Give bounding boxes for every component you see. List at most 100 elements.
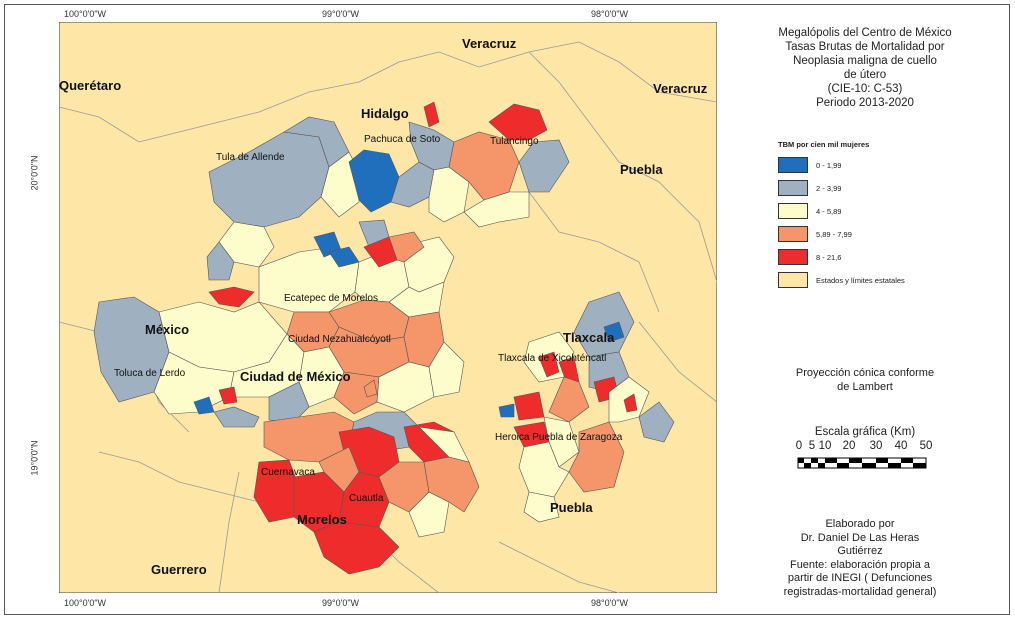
municipality — [463, 191, 530, 228]
legend-item: 2 - 3,99 — [778, 178, 988, 198]
coord-bottom-98w: 98°0'0"W — [591, 598, 629, 608]
city-labels: Tula de Allende Pachuca de Soto Tulancin… — [114, 134, 623, 504]
legend-item: 8 - 21,6 — [778, 247, 988, 267]
map-title: Megalópolis del Centro de México Tasas B… — [745, 26, 985, 110]
title-line: (CIE-10: C-53) — [827, 83, 903, 95]
credits-line: Elaborado por — [825, 518, 895, 530]
municipality — [548, 376, 590, 423]
municipality — [603, 321, 625, 343]
municipality — [623, 393, 638, 413]
municipality — [423, 101, 440, 128]
map-frame — [4, 4, 1010, 615]
legend-swatch — [778, 249, 808, 265]
credits-line: partir de INEGI ( Defunciones — [787, 572, 933, 584]
state-label-tlaxcala: Tlaxcala — [563, 330, 615, 345]
scale-tick: 30 — [869, 440, 883, 452]
scale-tick: 10 — [818, 440, 832, 452]
scale-tick: 50 — [919, 440, 933, 452]
state-boundaries — [59, 41, 717, 593]
municipality — [523, 491, 560, 523]
legend-label: Estados y límites estatales — [816, 275, 905, 285]
legend-heading: TBM por cien mil mujeres — [778, 140, 870, 149]
title-line: de útero — [843, 69, 887, 81]
title-line: Neoplasia maligna de cuello — [793, 55, 937, 67]
municipality — [638, 401, 675, 443]
city-label-tula: Tula de Allende — [216, 152, 285, 163]
municipality — [543, 416, 580, 468]
municipalities-morelos — [253, 411, 480, 575]
legend-item: 5,89 - 7,99 — [778, 224, 988, 244]
scale-ticks: 0 5 10 20 30 40 50 — [790, 440, 940, 454]
state-label-veracruz-north: Veracruz — [462, 36, 517, 51]
legend-label: 8 - 21,6 — [816, 252, 842, 262]
city-label-toluca: Toluca de Lerdo — [114, 368, 186, 379]
municipality — [418, 426, 470, 463]
legend-item: 0 - 1,99 — [778, 155, 988, 175]
coord-left-19n: 19°0'0"N — [29, 440, 40, 476]
scale-tick: 20 — [842, 440, 856, 452]
credits: Elaborado por Dr. Daniel De Las Heras Gu… — [760, 518, 960, 599]
municipality — [218, 386, 238, 405]
municipality — [333, 371, 380, 415]
scale-tick: 40 — [894, 440, 908, 452]
municipality — [568, 421, 625, 493]
municipality — [313, 521, 400, 575]
title-line: Megalópolis del Centro de México — [778, 27, 952, 39]
legend-label: 2 - 3,99 — [816, 183, 842, 193]
projection-note: Proyección cónica conforme de Lambert — [780, 366, 950, 394]
coord-bottom-100w: 100°0'0"W — [64, 598, 107, 608]
legend-swatch — [778, 272, 808, 288]
municipality — [428, 341, 465, 398]
projection-line: de Lambert — [837, 381, 893, 393]
title-line: Periodo 2013-2020 — [816, 97, 914, 109]
state-label-guerrero: Guerrero — [151, 562, 207, 577]
state-label-puebla-south: Puebla — [550, 500, 593, 515]
coord-top-98w: 98°0'0"W — [591, 9, 629, 19]
megalopolis-map: Querétaro Hidalgo Veracruz Veracruz Pueb… — [59, 22, 717, 593]
coord-bottom-99w: 99°0'0"W — [322, 598, 360, 608]
municipality — [388, 231, 425, 263]
credits-line: Gutiérrez — [837, 545, 883, 557]
municipality — [206, 241, 235, 281]
projection-line: Proyección cónica conforme — [795, 367, 935, 379]
scale-bar-graphic — [797, 457, 927, 469]
state-label-cdmx: Ciudad de México — [240, 369, 351, 384]
state-label-puebla-north: Puebla — [620, 162, 663, 177]
municipality — [488, 103, 548, 141]
legend: TBM por cien mil mujeres 0 - 1,99 2 - 3,… — [778, 140, 988, 293]
credits-line: registradas-mortalidad general) — [783, 585, 937, 598]
legend-label: 0 - 1,99 — [816, 160, 842, 170]
city-label-ecatepec: Ecatepec de Morelos — [284, 293, 378, 304]
municipality — [208, 286, 255, 308]
municipality — [408, 491, 450, 538]
coord-top-99w: 99°0'0"W — [322, 9, 360, 19]
state-label-mexico: México — [145, 322, 189, 337]
coord-left-20n: 20°0'0"N — [29, 155, 40, 191]
scale-tick: 0 — [795, 440, 803, 452]
municipalities-central — [93, 219, 465, 428]
city-label-cuautla: Cuautla — [349, 493, 384, 504]
municipality — [268, 381, 310, 423]
city-label-cuernavaca: Cuernavaca — [261, 467, 315, 478]
municipalities-east — [498, 291, 675, 523]
coord-top-100w: 100°0'0"W — [64, 9, 107, 19]
city-label-tulancingo: Tulancingo — [490, 136, 539, 147]
scale-bar: Escala gráfica (Km) 0 5 10 20 30 40 50 — [790, 426, 940, 477]
municipality — [423, 456, 480, 513]
legend-swatch — [778, 180, 808, 196]
municipality — [538, 351, 560, 378]
municipality — [498, 403, 515, 418]
city-label-tlaxcala: Tlaxcala de Xicohténcatl — [498, 353, 606, 364]
legend-item: 4 - 5,89 — [778, 201, 988, 221]
state-label-morelos: Morelos — [297, 512, 347, 527]
municipality — [518, 441, 570, 498]
city-label-nezahualcoyotl: Ciudad Nezahualcóyotl — [288, 334, 391, 345]
legend-swatch — [778, 203, 808, 219]
municipality — [363, 379, 378, 398]
legend-label: 5,89 - 7,99 — [816, 229, 852, 239]
city-label-puebla: Heroica Puebla de Zaragoza — [495, 432, 623, 443]
legend-item: Estados y límites estatales — [778, 270, 988, 290]
state-label-hidalgo: Hidalgo — [361, 106, 409, 121]
credits-line: Fuente: elaboración propia a — [789, 558, 931, 571]
state-labels: Querétaro Hidalgo Veracruz Veracruz Pueb… — [59, 36, 708, 577]
